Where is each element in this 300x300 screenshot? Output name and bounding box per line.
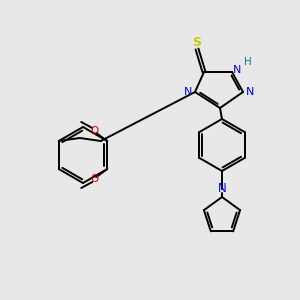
Text: N: N xyxy=(218,182,226,196)
Text: H: H xyxy=(244,57,252,67)
Text: N: N xyxy=(246,87,254,97)
Text: O: O xyxy=(90,126,98,136)
Text: N: N xyxy=(184,87,192,97)
Text: O: O xyxy=(90,174,98,184)
Text: N: N xyxy=(233,65,241,75)
Text: S: S xyxy=(193,35,202,49)
